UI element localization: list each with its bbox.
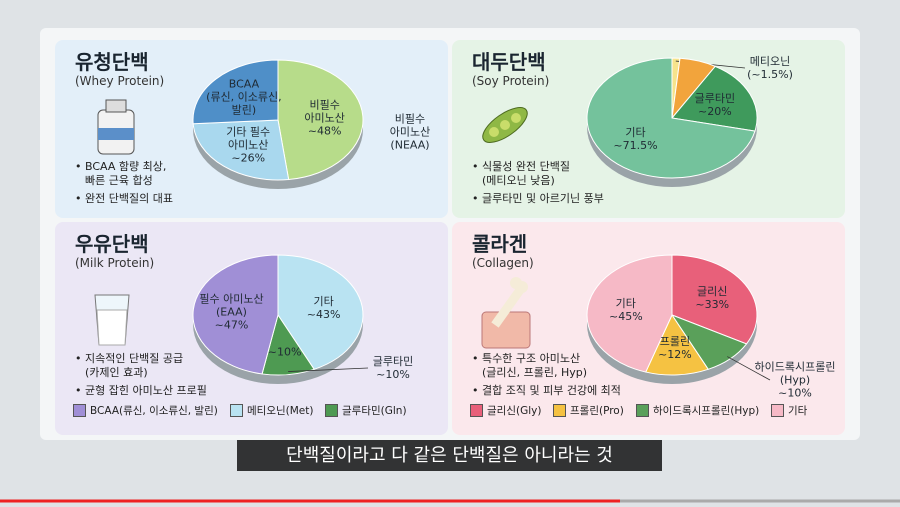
pie-slice [192,254,279,375]
slice-label: 비필수 아미노산 ~48% [304,98,344,137]
slice-name: 글루타민 [694,91,736,105]
pie-slice [645,313,709,376]
legend-text: 글루타민(Gln) [342,405,407,417]
chart-subtitle: (Whey Protein) [75,74,165,88]
leader-line [727,356,771,381]
slice-name: 프롤린 [659,334,691,348]
slice-name: 필수 아미노산 (EAA) [199,292,264,319]
bullet-text: 식물성 완전 단백질 (메티오닌 낮음) [472,160,570,188]
value-label: ~43% [306,307,341,321]
slice-name: 기타 [625,125,646,139]
chart-subtitle: (Soy Protein) [472,74,550,88]
legend-swatch [325,404,338,417]
value-label: ~47% [214,318,249,332]
legend-item: 글루타민(Gln) [325,403,407,418]
value-label: ~26% [231,151,266,165]
slice-label: 기타 필수 아미노산 ~26% [226,126,270,165]
leader-line [288,367,369,372]
chart-title: 콜라겐 [472,232,528,256]
legend-swatch [230,404,243,417]
slice-name: 기타 필수 아미노산 [226,125,271,152]
slice-label: 글루타민 ~20% [695,92,735,118]
slice-label: 프롤린 ~12% [658,335,692,361]
outside-label: 하이드록시프롤린 (Hyp) ~10% [755,361,836,400]
chart-subtitle: (Milk Protein) [75,256,155,270]
bullet-text: 글루타민 및 아르기닌 풍부 [472,192,604,206]
legend-swatch [771,404,784,417]
value-label: ~33% [695,298,730,312]
outside-label: 메티오닌 (~1.5%) [747,55,793,81]
legend-swatch [636,404,649,417]
legend-item: 기타 [771,403,807,418]
caption: 단백질이라고 다 같은 단백질은 아니라는 것 [237,440,662,471]
bullet-text: 결합 조직 및 피부 건강에 최적 [472,384,621,398]
legend-text: 메티오닌(Met) [247,405,314,417]
outside-label: 글루타민 ~10% [373,355,413,381]
milk-glass-icon [94,294,130,346]
pie-slice [192,59,279,125]
bullet-text: 특수한 구조 아미노산 (글리신, 프롤린, Hyp) [472,352,587,380]
chart-title: 대두단백 [472,50,546,74]
pie-slice [671,254,758,345]
slice-name: 메티오닌 [749,55,791,68]
slice-name: 비필수 아미노산 [304,98,345,125]
slice-label: 글리신 ~33% [695,285,729,311]
bullet-text: 균형 잡힌 아미노산 프로필 [75,384,207,398]
value-label: ~10% [778,386,812,400]
legend-text: BCAA(류신, 이소류신, 발린) [90,405,218,417]
slice-label: 필수 아미노산 (EAA) ~47% [199,292,263,331]
legend-swatch [73,404,86,417]
legend-text: 기타 [788,405,808,417]
legend-text: 글리신(Gly) [487,405,542,417]
annotation: 비필수 아미노산 (NEAA) [389,112,431,152]
value-label: ~12% [658,347,692,361]
slice-name: 글루타민 [372,355,414,368]
value-label: ~10% [267,345,302,359]
pie-slice [586,57,756,179]
value-label: (~1.5%) [747,68,793,81]
value-label: ~45% [608,309,643,323]
slice-name: 기타 [615,296,636,310]
milk-can-icon [97,99,135,155]
chart-title: 우유단백 [75,232,149,256]
pie-slice [671,65,758,132]
value-label: ~48% [307,124,342,138]
slice-name: 글리신 [697,285,728,299]
slice-name: 기타 [313,294,334,308]
legend-text: 프롤린(Pro) [570,405,624,417]
legend-swatch [470,404,483,417]
legend-item: 메티오닌(Met) [230,403,313,418]
slice-label: 기타 ~43% [307,295,341,321]
legend-text: 하이드록시프롤린(Hyp) [653,405,760,417]
legend-item: BCAA(류신, 이소류신, 발린) [73,403,218,418]
legend-item: 프롤린(Pro) [553,403,624,418]
pie-slice [277,59,364,181]
value-label: ~10% [376,368,410,381]
pie-slice [192,119,290,181]
bullet-text: 지속적인 단백질 공급 (카제인 효과) [75,352,183,380]
legend-swatch [553,404,566,417]
value-label: ~20% [698,104,732,118]
pie-slice [586,254,673,373]
bone-skin-icon [481,277,531,349]
pie-slice [277,254,364,370]
slice-label: 기타 ~45% [609,297,643,323]
chart-subtitle: (Collagen) [472,256,534,270]
bullet-text: BCAA 함량 최상, 빠른 근육 합성 [75,160,166,188]
slice-label: BCAA (류신, 이소류신, 발린) [206,78,282,117]
slice-name: 하이드록시프롤린 (Hyp) [754,360,836,387]
chart-title: 유청단백 [75,50,149,74]
bullet-text: 완전 단백질의 대표 [75,192,173,206]
soybean-icon [482,107,528,143]
legend-item: 글리신(Gly) [470,403,541,418]
value-label: ~71.5% [613,138,658,152]
legend-item: 하이드록시프롤린(Hyp) [636,403,759,418]
slice-label: 기타 ~71.5% [613,126,657,152]
slice-name: BCAA (류신, 이소류신, 발린) [206,77,282,117]
